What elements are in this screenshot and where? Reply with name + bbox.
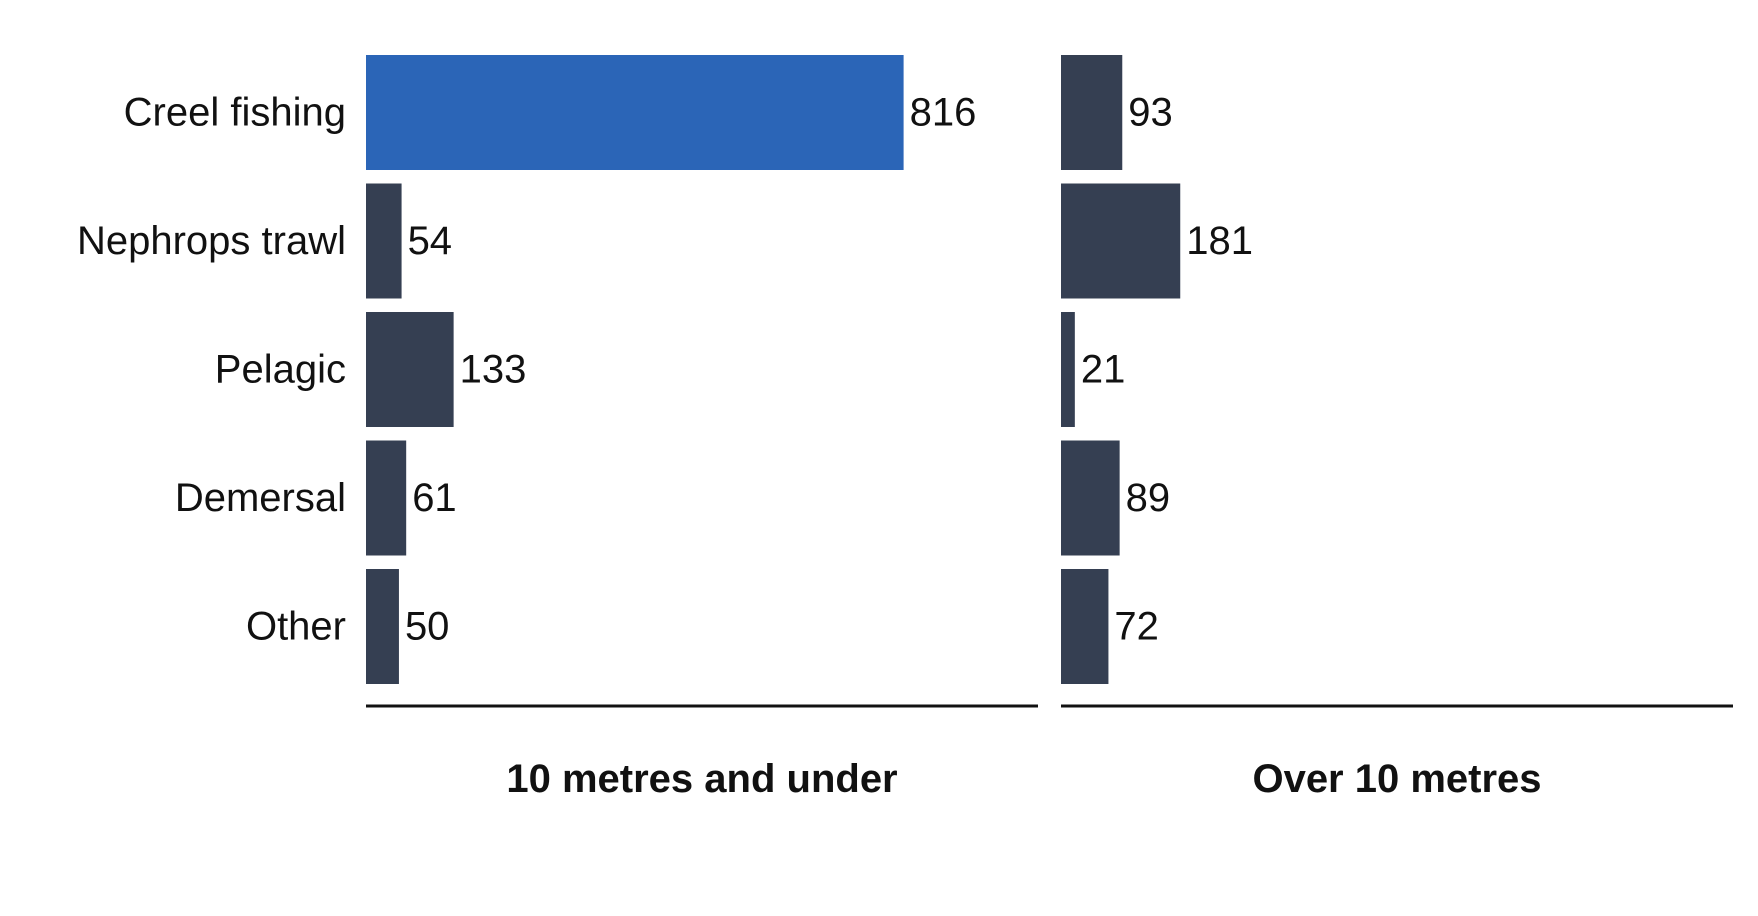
category-label-demersal: Demersal — [175, 476, 346, 520]
category-label-nephrops-trawl: Nephrops trawl — [77, 219, 346, 263]
value-label-10-metres-and-under-pelagic: 133 — [460, 348, 527, 392]
bar-10-metres-and-under-other — [366, 569, 399, 684]
category-labels: Creel fishing Nephrops trawl Pelagic Demers… — [77, 91, 346, 649]
panel-title-over-10-metres: Over 10 metres — [1252, 757, 1541, 801]
bar-10-metres-and-under-pelagic — [366, 312, 454, 427]
value-label-over-10-metres-creel-fishing: 93 — [1128, 91, 1173, 135]
value-label-over-10-metres-other: 72 — [1114, 605, 1159, 649]
value-label-10-metres-and-under-demersal: 61 — [412, 476, 457, 520]
value-label-10-metres-and-under-other: 50 — [405, 605, 450, 649]
bar-10-metres-and-under-creel-fishing — [366, 55, 904, 170]
panel-10-metres-and-under: 816 54 133 61 50 10 metres and under — [366, 55, 1038, 801]
panel-title-10-metres-and-under: 10 metres and under — [506, 757, 897, 801]
category-label-pelagic: Pelagic — [215, 348, 346, 392]
bar-10-metres-and-under-demersal — [366, 440, 407, 556]
bar-over-10-metres-demersal — [1061, 440, 1120, 556]
bar-over-10-metres-nephrops-trawl — [1061, 183, 1181, 299]
value-label-10-metres-and-under-creel-fishing: 816 — [910, 91, 977, 135]
value-label-over-10-metres-nephrops-trawl: 181 — [1186, 219, 1253, 263]
panel-over-10-metres: 93 181 21 89 72 Over 10 metres — [1061, 55, 1733, 801]
category-label-other: Other — [246, 605, 346, 649]
value-label-over-10-metres-pelagic: 21 — [1081, 348, 1126, 392]
value-label-over-10-metres-demersal: 89 — [1126, 476, 1171, 520]
value-label-10-metres-and-under-nephrops-trawl: 54 — [408, 219, 453, 263]
bar-10-metres-and-under-nephrops-trawl — [366, 183, 402, 299]
bar-over-10-metres-pelagic — [1061, 312, 1075, 427]
bar-over-10-metres-creel-fishing — [1061, 55, 1123, 170]
bar-over-10-metres-other — [1061, 569, 1109, 684]
category-label-creel-fishing: Creel fishing — [124, 91, 346, 135]
